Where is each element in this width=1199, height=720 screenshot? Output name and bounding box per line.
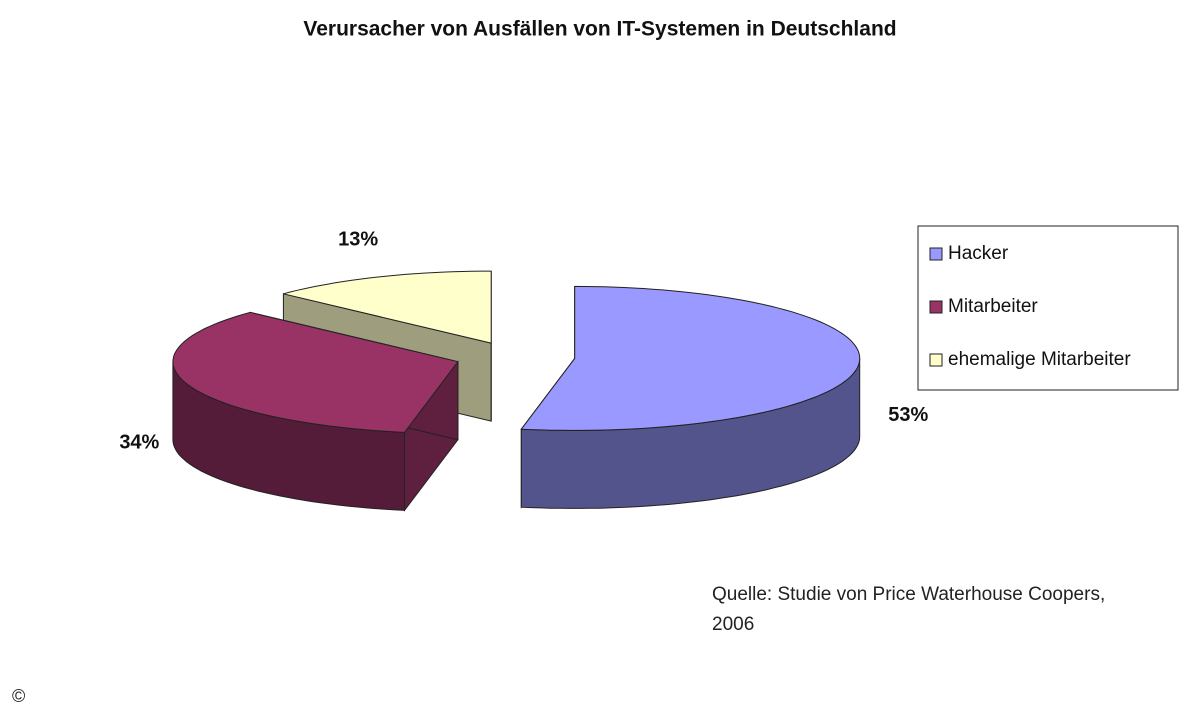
- data-label: 13%: [338, 229, 378, 251]
- slice-top: [172, 311, 459, 433]
- slice-top: [283, 270, 492, 344]
- pie-slice: [520, 285, 861, 509]
- legend-swatch: [929, 353, 943, 367]
- copyright: ©: [12, 686, 26, 706]
- data-label: 53%: [888, 404, 928, 426]
- slice-top: [520, 285, 861, 431]
- legend-swatch: [929, 247, 943, 261]
- source-note: Quelle: Studie von Price Waterhouse Coop…: [712, 584, 1106, 635]
- legend-label: ehemalige Mitarbeiter: [948, 349, 1131, 370]
- legend-label: Hacker: [948, 243, 1009, 264]
- pie-slice: [172, 311, 459, 512]
- legend-label: Mitarbeiter: [948, 296, 1038, 317]
- chart-title: Verursacher von Ausfällen von IT-Systeme…: [303, 18, 896, 41]
- legend-swatch: [929, 300, 943, 314]
- data-label: 34%: [119, 431, 159, 453]
- legend-box: [917, 225, 1179, 391]
